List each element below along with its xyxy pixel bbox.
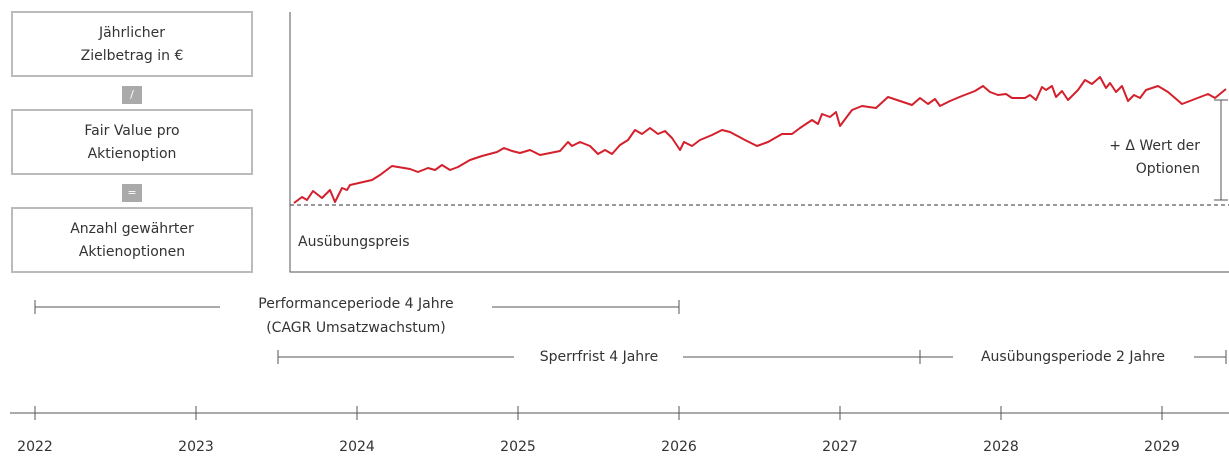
period-label: Performanceperiode 4 Jahre [258,296,453,312]
period-range [920,350,1227,364]
box-text: Fair Value pro [84,123,179,139]
year-label: 2025 [500,439,536,455]
period-label: (CAGR Umsatzwachstum) [266,320,446,336]
operator-text: / [130,88,134,101]
box [11,207,253,273]
year-label: 2023 [178,439,214,455]
year-label: 2028 [983,439,1019,455]
strike-label: Ausübungspreis [298,234,410,250]
box-text: Zielbetrag in € [81,48,184,64]
delta-bracket [1214,99,1228,201]
box-text: Jährlicher [98,25,165,41]
price-line [293,76,1227,204]
period-label: Ausübungsperiode 2 Jahre [981,349,1165,365]
box-text: Aktienoptionen [79,244,185,260]
operator [122,184,142,202]
delta-label: + Δ Wert der [1109,138,1200,154]
year-label: 2022 [17,439,53,455]
year-label: 2029 [1144,439,1180,455]
operator [122,86,142,104]
period-label: Sperrfrist 4 Jahre [540,349,658,365]
year-label: 2024 [339,439,375,455]
delta-label: Optionen [1136,161,1200,177]
period-range [34,300,680,314]
chart-axes [289,12,1229,273]
period-range [277,350,921,364]
operator-text: = [127,186,136,199]
box [11,11,253,77]
year-label: 2027 [822,439,858,455]
box [11,109,253,175]
year-label: 2026 [661,439,697,455]
box-text: Anzahl gewährter [70,221,194,237]
box-text: Aktienoption [88,146,177,162]
